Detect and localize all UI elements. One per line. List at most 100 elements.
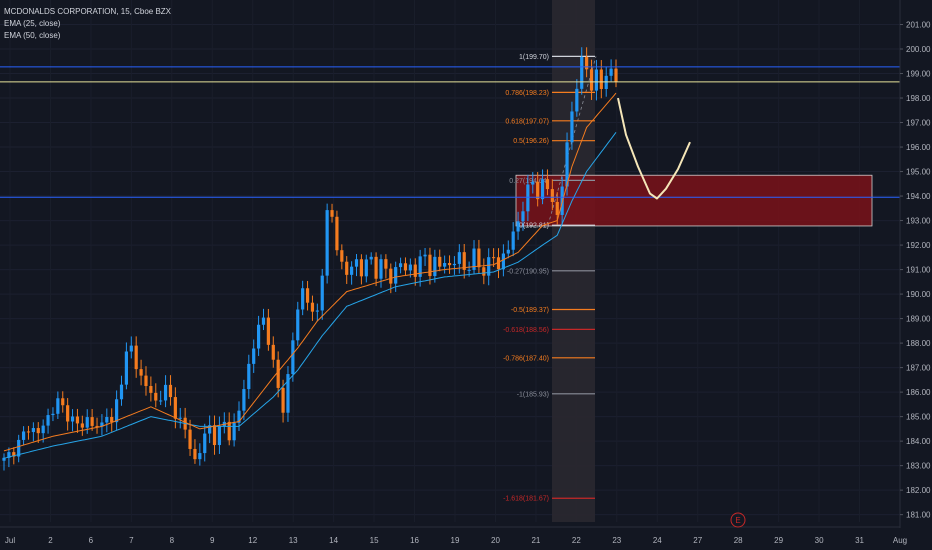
candle-body [124,351,128,385]
candle-body [296,309,300,341]
ema50-legend[interactable]: EMA (50, close) [4,31,61,40]
candle-body [21,431,26,440]
highlight-band [552,0,595,522]
fib-level-label: 0.5(196.26) [513,138,549,145]
candle-body [149,386,153,393]
candle-body [589,69,594,91]
candle-body [237,410,241,423]
candle-body [472,248,476,270]
candle-body [115,399,119,423]
candle-body [266,317,270,345]
candle-body [614,68,618,82]
price-axis[interactable]: 181.00 182.00 183.00 184.00 185.00 186.00 187.… [899,0,932,550]
candle-body [139,369,143,376]
candle-body [242,389,246,411]
candle-body [291,340,295,375]
candle-body [565,142,569,187]
candle-body [545,179,550,190]
candles [2,47,618,471]
candle-body [570,111,574,143]
candle-body [212,425,217,446]
candle-body [462,252,466,270]
candle-body [26,431,31,433]
price-tick-label: 198.00 [906,94,931,103]
candle-body [511,231,515,250]
time-tick-label: 21 [531,536,540,545]
fib-trend-line [547,56,597,226]
candle-body [452,263,457,266]
time-tick-label: 16 [410,536,419,545]
candle-body [389,268,393,284]
candle-body [359,259,364,277]
candle-body [580,56,584,89]
price-tick-label: 190.00 [906,290,931,299]
time-tick-label: 28 [734,536,743,545]
candle-body [345,261,349,275]
earnings-marker[interactable]: E [730,512,746,528]
ema25-legend[interactable]: EMA (25, close) [4,19,61,28]
time-tick-label: 31 [855,536,864,545]
candle-body [198,453,202,460]
candle-body [369,256,373,260]
candle-body [374,256,378,279]
candle-body [301,288,305,310]
candle-body [540,179,545,200]
candle-body [531,181,535,185]
candle-body [325,210,329,276]
candle-body [438,256,442,267]
candle-body [17,439,21,457]
projection-path [617,97,691,200]
price-tick-label: 200.00 [906,45,931,54]
fib-level-label: 0.27(194.64) [509,178,549,185]
candle-body [521,211,525,222]
candle-body [428,254,432,277]
candle-body [315,310,319,312]
candle-body [457,252,461,264]
time-tick-label: 30 [815,536,824,545]
symbol-title[interactable]: MCDONALDS CORPORATION, 15, Cboe BZX [4,7,171,16]
chart-legend: MCDONALDS CORPORATION, 15, Cboe BZX EMA … [4,6,171,42]
price-tick-label: 201.00 [906,21,931,30]
candle-body [217,426,222,446]
price-tick-label: 192.00 [906,241,931,250]
fib-level-label: -0.5(189.37) [511,307,549,314]
fib-level-label: -1(185.93) [517,391,549,398]
time-axis[interactable]: Jul 2 6 7 8 9 12 13 14 15 16 19 20 21 22 23 24 27 28 29 30 31… [0,526,932,550]
time-tick-label: 12 [248,536,257,545]
fib-level-label: -1.618(181.67) [503,496,549,503]
time-tick-label: Aug [893,536,907,545]
candle-body [129,345,133,352]
time-tick-label: 19 [451,536,460,545]
candle-body [609,68,613,76]
candle-body [604,75,608,89]
demand-zone[interactable] [515,174,873,227]
candle-body [330,210,334,217]
price-tick-label: 183.00 [906,462,931,471]
candle-body [61,398,65,406]
candle-body [516,221,520,232]
price-tick-label: 187.00 [906,364,931,373]
time-tick-label: 15 [370,536,379,545]
candle-body [281,387,285,413]
time-tick-label: 14 [329,536,338,545]
candle-body [492,257,496,259]
candle-body [408,264,412,271]
price-tick-label: 197.00 [906,119,931,128]
candle-body [12,452,16,457]
fib-level-label: 1(199.70) [519,54,549,61]
candle-body [193,448,197,460]
candle-body [247,363,251,390]
candle-body [70,416,75,422]
candle-body [340,250,344,262]
projection-curve[interactable] [617,97,691,200]
time-tick-label: 27 [693,536,702,545]
candle-body [208,425,212,434]
candle-body [95,425,99,427]
candle-body [75,416,80,424]
price-tick-label: 191.00 [906,266,931,275]
candle-body [310,302,315,312]
candle-body [364,259,368,277]
candle-body [350,266,354,275]
time-tick-label: 9 [210,536,215,545]
